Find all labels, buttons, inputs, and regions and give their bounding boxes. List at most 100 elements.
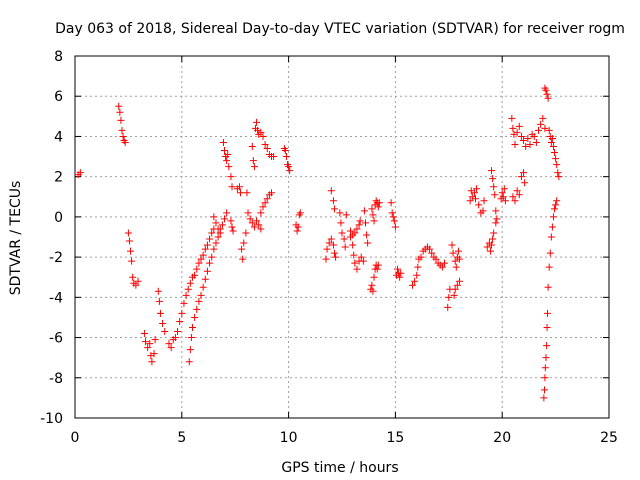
data-point: [116, 108, 124, 116]
data-point: [187, 334, 195, 342]
data-point: [470, 189, 478, 197]
data-point: [342, 211, 350, 219]
data-point: [353, 265, 361, 273]
data-point: [210, 213, 218, 221]
data-point: [261, 199, 269, 207]
data-point: [224, 151, 232, 159]
data-point: [249, 157, 257, 165]
x-tick-label: 5: [177, 430, 186, 446]
data-point: [500, 185, 508, 193]
data-point: [347, 227, 355, 235]
data-point: [76, 169, 84, 177]
data-point: [180, 299, 188, 307]
data-point: [455, 277, 463, 285]
data-point: [373, 265, 381, 273]
data-point: [524, 134, 532, 142]
data-point: [227, 173, 235, 181]
data-point: [541, 374, 549, 382]
data-point: [228, 183, 236, 191]
data-point: [212, 219, 220, 227]
data-point: [197, 255, 205, 263]
data-point: [479, 207, 487, 215]
data-point: [489, 175, 497, 183]
data-point: [357, 253, 365, 261]
y-tick-label: -6: [49, 331, 63, 347]
data-point: [195, 297, 203, 305]
data-point: [374, 261, 382, 269]
x-tick-label: 25: [600, 430, 618, 446]
data-point: [214, 225, 222, 233]
data-point: [253, 217, 261, 225]
data-point: [332, 253, 340, 261]
data-point: [438, 263, 446, 271]
data-point: [248, 143, 256, 150]
data-point: [509, 124, 517, 132]
data-point: [491, 191, 499, 199]
data-point: [475, 201, 483, 209]
data-point: [340, 235, 348, 243]
data-point: [159, 319, 167, 327]
data-point: [132, 281, 140, 289]
data-point: [543, 342, 551, 350]
data-point: [545, 263, 553, 271]
data-point: [118, 126, 126, 134]
data-point: [155, 297, 163, 305]
data-point: [545, 126, 553, 134]
data-point: [184, 285, 192, 293]
data-point: [370, 273, 378, 281]
data-point: [201, 275, 209, 283]
data-point: [551, 149, 559, 157]
data-point: [509, 193, 517, 201]
data-point: [369, 211, 377, 219]
data-point: [229, 227, 237, 235]
data-point: [221, 147, 229, 155]
data-point: [444, 303, 452, 311]
data-point: [389, 213, 397, 221]
data-point: [453, 281, 461, 289]
data-point: [219, 138, 227, 146]
data-point: [526, 140, 534, 148]
data-point: [237, 189, 245, 197]
data-point: [414, 263, 422, 271]
data-point: [537, 120, 545, 128]
data-point: [541, 364, 549, 372]
data-point: [521, 179, 529, 187]
data-point: [408, 281, 416, 289]
data-point: [455, 255, 463, 263]
data-point: [119, 132, 127, 140]
data-point: [553, 161, 561, 169]
data-point: [544, 94, 552, 102]
data-point: [203, 241, 211, 249]
data-point: [212, 239, 220, 247]
data-point: [517, 132, 525, 140]
data-point: [197, 291, 205, 299]
data-point: [490, 183, 498, 191]
data-point: [223, 157, 231, 165]
data-point: [480, 197, 488, 205]
data-point: [286, 167, 294, 175]
data-point: [148, 358, 156, 366]
data-point: [359, 257, 367, 265]
data-point: [128, 257, 136, 265]
axes: 0 5 10 15 20 25 -10 -8 -6 -4 -2 0 2 4 6 8: [40, 49, 618, 446]
data-point: [490, 229, 498, 237]
data-point: [449, 249, 457, 257]
data-point: [337, 219, 345, 227]
data-point: [413, 271, 421, 279]
data-point: [188, 324, 196, 331]
data-point: [511, 140, 519, 148]
data-point: [364, 239, 372, 247]
x-axis-title: GPS time / hours: [281, 460, 398, 476]
data-point: [488, 167, 496, 175]
data-point: [325, 239, 333, 247]
data-point: [281, 147, 289, 155]
data-point: [513, 128, 521, 136]
data-point: [336, 209, 344, 217]
x-tick-label: 10: [280, 430, 298, 446]
x-tick-label: 0: [71, 430, 80, 446]
data-point: [555, 173, 563, 181]
data-point: [370, 217, 378, 225]
data-point: [488, 241, 496, 249]
chart-title: Day 063 of 2018, Sidereal Day-to-day VTE…: [55, 21, 625, 37]
